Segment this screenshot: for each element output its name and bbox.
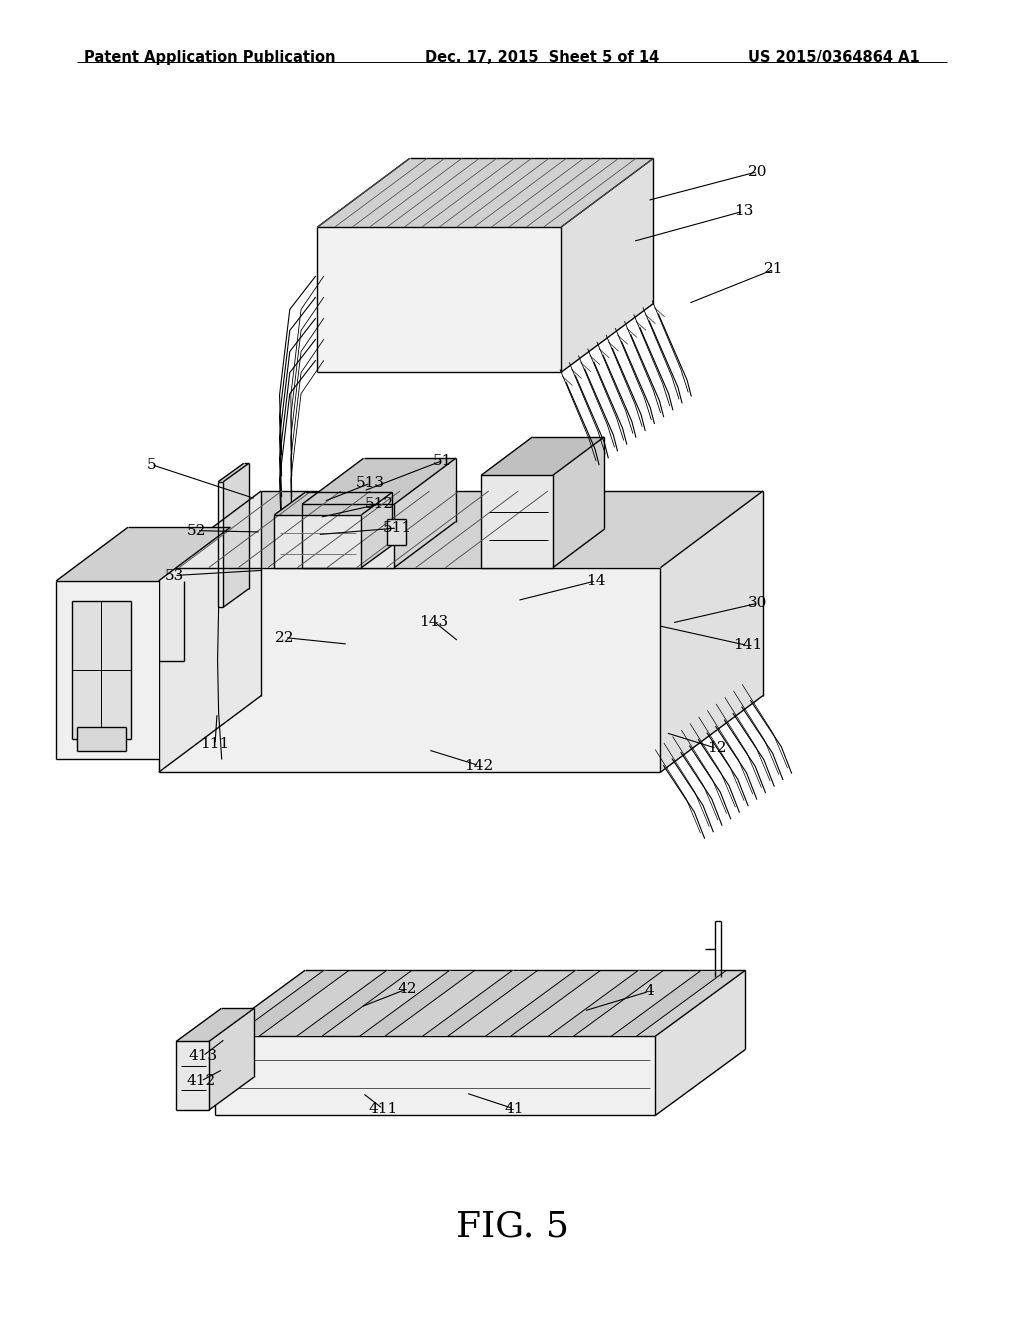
Polygon shape [223,463,249,607]
Text: Patent Application Publication: Patent Application Publication [84,50,336,65]
Polygon shape [302,504,394,568]
Polygon shape [361,492,392,568]
Text: 412: 412 [186,1074,215,1088]
Polygon shape [302,458,456,504]
Polygon shape [209,1008,254,1110]
Text: 14: 14 [586,574,606,587]
Text: 20: 20 [748,165,768,178]
Polygon shape [274,492,392,515]
Text: 53: 53 [165,569,183,582]
Polygon shape [77,727,126,751]
Text: 513: 513 [356,477,385,490]
Polygon shape [549,970,664,1036]
Text: 512: 512 [365,498,393,511]
Text: 4: 4 [644,985,654,998]
Text: 413: 413 [188,1049,217,1063]
Text: 143: 143 [420,615,449,628]
Polygon shape [655,970,745,1115]
Text: 22: 22 [274,631,295,644]
Polygon shape [215,1036,655,1115]
Polygon shape [317,227,561,372]
Polygon shape [274,515,361,568]
Polygon shape [481,437,604,475]
Text: 21: 21 [764,263,784,276]
Polygon shape [72,601,131,739]
Polygon shape [176,1008,254,1041]
Polygon shape [159,491,763,568]
Polygon shape [481,475,553,568]
Polygon shape [485,970,601,1036]
Polygon shape [387,519,406,545]
Polygon shape [561,158,653,372]
Polygon shape [159,491,261,772]
Text: 12: 12 [707,742,727,755]
Polygon shape [233,970,349,1036]
Polygon shape [553,437,604,568]
Text: Dec. 17, 2015  Sheet 5 of 14: Dec. 17, 2015 Sheet 5 of 14 [425,50,659,65]
Text: 30: 30 [749,597,767,610]
Polygon shape [159,568,660,772]
Text: 111: 111 [201,738,229,751]
Polygon shape [297,970,412,1036]
Polygon shape [218,482,223,607]
Polygon shape [423,970,538,1036]
Polygon shape [176,1041,209,1110]
Polygon shape [660,491,763,772]
Polygon shape [394,458,456,568]
Text: 13: 13 [734,205,753,218]
Text: 42: 42 [397,982,418,995]
Text: FIG. 5: FIG. 5 [456,1209,568,1243]
Polygon shape [218,463,249,482]
Polygon shape [56,581,159,759]
Text: US 2015/0364864 A1: US 2015/0364864 A1 [748,50,920,65]
Text: 51: 51 [433,454,452,467]
Text: 41: 41 [504,1102,524,1115]
Polygon shape [215,970,745,1036]
Text: 511: 511 [383,521,412,535]
Text: 141: 141 [733,639,762,652]
Text: 411: 411 [369,1102,397,1115]
Polygon shape [317,158,653,227]
Text: 142: 142 [465,759,494,772]
Polygon shape [611,970,727,1036]
Polygon shape [56,527,230,581]
Text: 5: 5 [146,458,157,471]
Text: 52: 52 [187,524,206,537]
Polygon shape [359,970,475,1036]
